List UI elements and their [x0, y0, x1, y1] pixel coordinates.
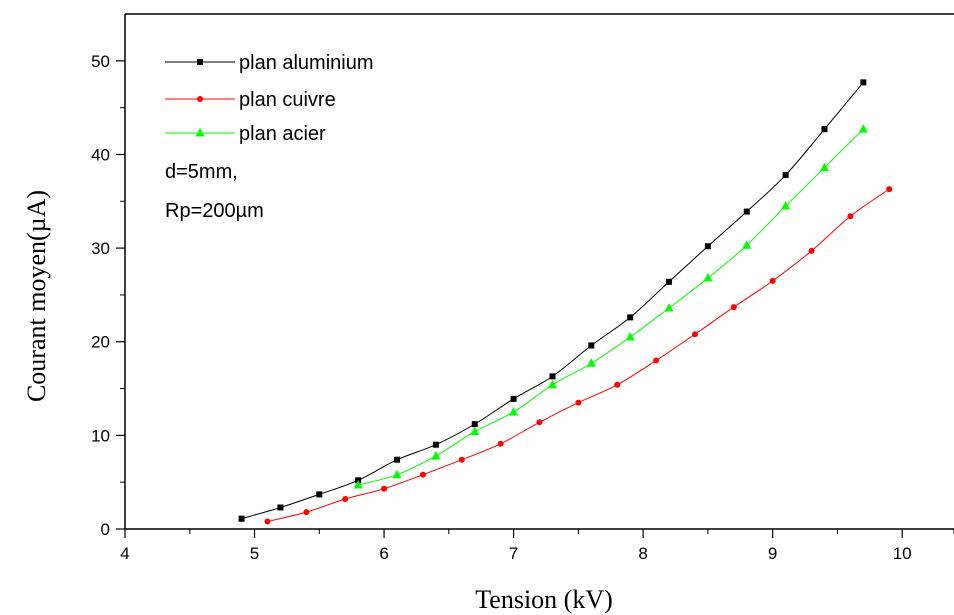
data-point [432, 441, 439, 448]
y-tick-label: 10 [91, 426, 110, 445]
data-point [703, 273, 713, 282]
legend-marker-circle [197, 96, 203, 102]
data-point [742, 240, 752, 249]
data-point [394, 456, 401, 463]
data-point [782, 172, 789, 179]
legend-marker [195, 128, 205, 137]
x-tick-label: 4 [120, 544, 129, 563]
x-axis-title: Tension (kV) [475, 585, 613, 614]
data-point [808, 247, 815, 254]
data-point [342, 496, 349, 503]
data-point [586, 358, 596, 367]
data-point [886, 186, 893, 193]
series-line [358, 128, 864, 486]
data-point [547, 379, 557, 389]
x-axis: 4 5 6 7 8 9 10 [120, 529, 954, 563]
data-point [303, 509, 310, 516]
data-point [471, 421, 478, 428]
data-point [743, 208, 750, 215]
legend-entry-acier: plan acier [165, 123, 326, 145]
data-point [470, 426, 480, 436]
data-point [704, 243, 711, 250]
data-point [769, 277, 776, 284]
legend-label-aluminium: plan aluminium [239, 52, 374, 74]
annotation-radius: Rp=200µm [165, 200, 264, 222]
series-plan-aluminium [238, 79, 867, 522]
legend-label-acier: plan acier [239, 123, 326, 145]
data-point [653, 357, 660, 364]
data-point [419, 471, 426, 478]
data-point [458, 456, 465, 463]
y-tick-label: 50 [91, 52, 110, 71]
legend-marker [197, 59, 203, 65]
data-point [847, 213, 854, 220]
x-tick-label: 5 [250, 544, 259, 563]
data-point [858, 124, 868, 133]
data-point [316, 491, 323, 498]
data-point [821, 126, 828, 133]
legend-marker-triangle [195, 128, 205, 137]
legend-marker [197, 96, 203, 102]
y-tick-label: 0 [101, 520, 110, 539]
series-plan-acier [353, 124, 868, 489]
series-plan-cuivre [264, 186, 893, 525]
data-point [781, 200, 791, 210]
data-point [549, 373, 556, 380]
data-point [497, 440, 504, 447]
y-axis-title: Courant moyen(µA) [22, 190, 51, 402]
y-tick-label: 40 [91, 145, 110, 164]
data-point [353, 479, 363, 489]
data-point [381, 485, 388, 492]
annotation-distance: d=5mm, [165, 161, 238, 183]
data-point [627, 314, 634, 321]
legend-label-cuivre: plan cuivre [239, 89, 336, 111]
legend-entry-aluminium: plan aluminium [165, 52, 374, 74]
data-point [614, 381, 621, 388]
data-point [575, 399, 582, 406]
data-point [819, 162, 829, 172]
data-point [277, 504, 284, 511]
data-point [691, 331, 698, 338]
data-point [509, 406, 519, 416]
plot-frame [124, 13, 954, 530]
data-point [664, 303, 674, 312]
legend: plan aluminium plan cuivre plan acier [165, 52, 374, 145]
data-point [392, 469, 402, 479]
data-point [238, 515, 245, 522]
x-tick-label: 9 [768, 544, 777, 563]
y-tick-label: 20 [91, 333, 110, 352]
data-point [510, 395, 517, 402]
legend-marker-square [197, 59, 203, 65]
x-tick-label: 7 [509, 544, 518, 563]
x-tick-label: 6 [379, 544, 388, 563]
y-axis: 0 10 20 30 40 50 [91, 52, 125, 539]
data-point [431, 450, 441, 460]
x-tick-label: 10 [893, 544, 912, 563]
x-tick-label: 8 [638, 544, 647, 563]
data-point [264, 518, 271, 525]
data-point [536, 419, 543, 426]
legend-entry-cuivre: plan cuivre [165, 89, 336, 111]
data-point [666, 278, 673, 285]
series-layer [238, 79, 893, 525]
y-tick-label: 30 [91, 239, 110, 258]
series-line [241, 82, 864, 520]
data-point [625, 332, 635, 341]
data-point [588, 342, 595, 349]
data-point [860, 79, 867, 86]
data-point [730, 304, 737, 311]
